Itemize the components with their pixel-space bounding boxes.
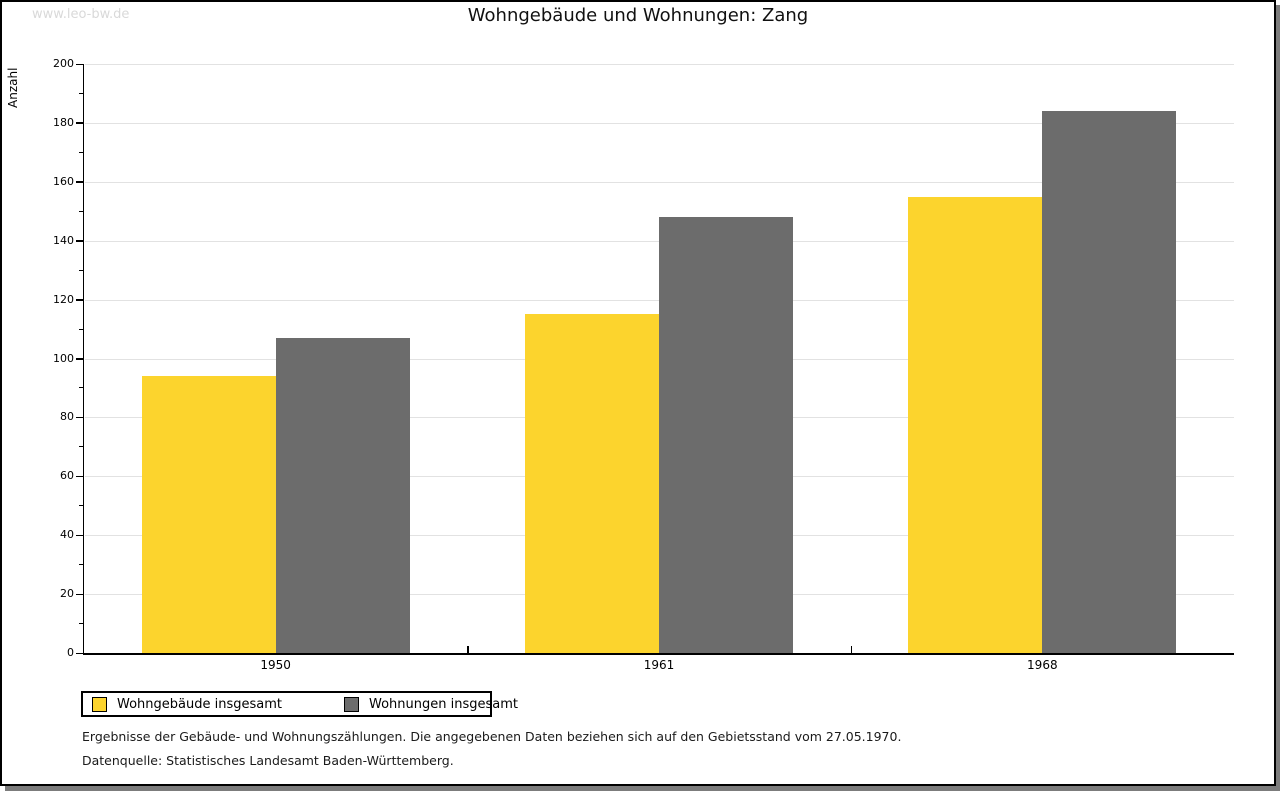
y-major-tick — [76, 181, 83, 183]
y-tick-label: 60 — [60, 469, 74, 483]
y-tick-label: 160 — [53, 174, 74, 188]
x-axis-line — [82, 653, 1234, 655]
watermark: www.leo-bw.de — [32, 7, 130, 22]
y-tick-label: 100 — [53, 351, 74, 365]
legend-item-wohngebaeude: Wohngebäude insgesamt — [92, 696, 282, 712]
y-tick-label: 180 — [53, 115, 74, 129]
gridline — [85, 64, 1234, 65]
bar-1968-series-1 — [1042, 111, 1177, 653]
y-major-tick — [76, 299, 83, 301]
bar-1950-series-1 — [275, 337, 410, 653]
y-minor-tick — [79, 623, 83, 625]
gridline — [85, 181, 1234, 183]
y-major-tick — [76, 593, 83, 596]
y-minor-tick — [79, 387, 83, 389]
y-major-tick — [76, 475, 83, 478]
y-major-tick — [76, 358, 83, 360]
y-minor-tick — [79, 269, 83, 271]
legend-item-wohnungen: Wohnungen insgesamt — [344, 696, 518, 712]
x-tick-label: 1961 — [643, 658, 675, 672]
chart-title: Wohngebäude und Wohnungen: Zang — [467, 5, 809, 26]
y-major-tick — [76, 534, 83, 537]
legend-label: Wohnungen insgesamt — [369, 696, 518, 712]
gridline — [85, 122, 1234, 124]
y-minor-tick — [79, 92, 83, 94]
y-minor-tick — [79, 210, 83, 212]
y-tick-label: 140 — [53, 233, 74, 247]
y-tick-label: 120 — [53, 292, 74, 306]
y-minor-tick — [79, 328, 83, 330]
legend-label: Wohngebäude insgesamt — [117, 696, 282, 712]
y-major-tick — [76, 63, 83, 65]
x-tick-label: 1950 — [260, 658, 291, 672]
y-major-tick — [76, 416, 83, 419]
legend-swatch-yellow — [92, 696, 107, 712]
y-major-tick — [76, 652, 83, 654]
y-minor-tick — [79, 564, 83, 566]
y-major-tick — [76, 240, 83, 242]
y-tick-label: 20 — [60, 587, 74, 601]
bar-1961-series-1 — [659, 217, 793, 653]
bar-1961-series-0 — [525, 314, 659, 653]
legend: Wohngebäude insgesamt Wohnungen insgesam… — [81, 691, 518, 717]
footnote-line-1: Ergebnisse der Gebäude- und Wohnungszähl… — [82, 729, 902, 744]
y-minor-tick — [79, 446, 83, 448]
y-minor-tick — [79, 505, 83, 507]
y-major-tick — [76, 122, 83, 124]
y-axis-line — [82, 64, 84, 655]
x-boundary-tick — [467, 646, 469, 653]
x-boundary-tick — [850, 646, 853, 653]
footnote-line-2: Datenquelle: Statistisches Landesamt Bad… — [82, 753, 454, 768]
y-tick-label: 0 — [67, 646, 74, 659]
legend-swatch-gray — [344, 696, 359, 712]
bar-1968-series-0 — [908, 196, 1043, 653]
y-tick-label: 200 — [53, 57, 74, 70]
y-tick-label: 40 — [60, 528, 74, 542]
y-minor-tick — [79, 151, 83, 153]
x-tick-label: 1968 — [1027, 658, 1058, 672]
y-tick-label: 80 — [60, 410, 74, 424]
bar-1950-series-0 — [141, 376, 276, 653]
